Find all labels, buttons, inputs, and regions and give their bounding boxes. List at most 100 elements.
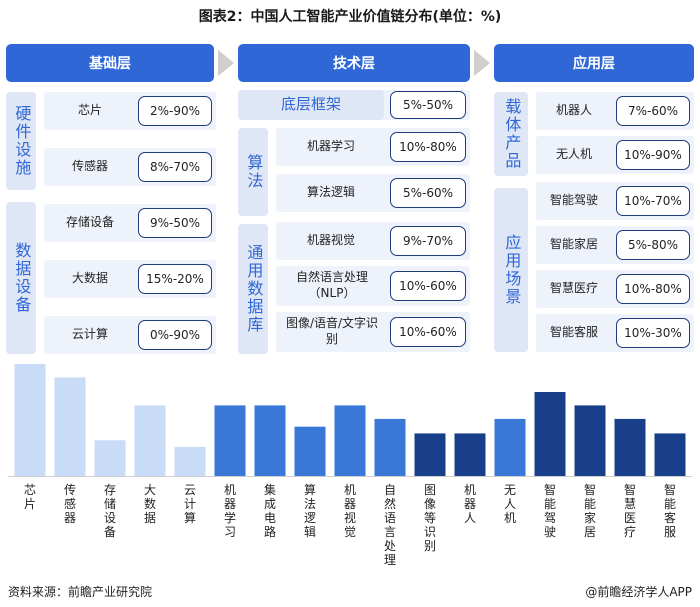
range-badge: 10%-60% xyxy=(390,271,466,301)
list-item: 传感器 8%-70% xyxy=(44,148,216,186)
item-label: 算法逻辑 xyxy=(306,185,355,200)
group-application-scenarios: 应用场景 xyxy=(494,188,528,352)
bar-16 xyxy=(654,433,686,476)
chart-baseline xyxy=(8,476,692,477)
item-label: 大数据 xyxy=(71,271,108,286)
header-tech: 技术层 xyxy=(238,44,470,82)
item-label: 机器人 xyxy=(555,103,592,118)
x-tick-label-13: 智能驾驶 xyxy=(544,482,556,539)
bar-13 xyxy=(534,392,566,476)
range-badge: 10%-80% xyxy=(616,274,690,304)
range-badge: 5%-60% xyxy=(390,178,466,208)
bar-12 xyxy=(494,418,526,476)
x-tick-label-3: 大数据 xyxy=(144,483,156,525)
range-badge: 10%-90% xyxy=(616,140,690,170)
x-tick-label-9: 自然语言处理 xyxy=(384,483,396,567)
bar-2 xyxy=(94,440,126,476)
list-item: 无人机 10%-90% xyxy=(536,136,694,174)
bar-5 xyxy=(214,405,246,476)
group-carrier-products: 载体产品 xyxy=(494,92,528,176)
x-tick-label-10: 图像等识别 xyxy=(424,483,436,553)
bar-3 xyxy=(134,405,166,476)
list-item: 智能家居 5%-80% xyxy=(536,226,694,264)
x-tick-label-6: 集成电路 xyxy=(264,482,276,539)
list-item: 图像/语音/文字识别 10%-60% xyxy=(276,312,470,352)
bar-6 xyxy=(254,405,286,476)
x-tick-label-7: 算法逻辑 xyxy=(304,482,316,539)
item-label: 图像/语音/文字识别 xyxy=(285,316,379,346)
range-badge: 10%-70% xyxy=(616,186,690,216)
range-badge: 10%-60% xyxy=(390,317,466,347)
item-label: 智能驾驶 xyxy=(549,193,598,208)
range-badge: 9%-50% xyxy=(138,208,212,238)
range-badge: 5%-50% xyxy=(390,91,466,119)
list-item: 机器学习 10%-80% xyxy=(276,128,470,166)
list-item: 芯片 2%-90% xyxy=(44,92,216,130)
group-hardware: 硬件设施 xyxy=(6,92,36,190)
bar-14 xyxy=(574,405,606,476)
range-badge: 10%-30% xyxy=(616,318,690,348)
x-tick-label-8: 机器视觉 xyxy=(344,483,356,539)
list-item: 机器人 7%-60% xyxy=(536,92,694,130)
x-tick-label-1: 传感器 xyxy=(64,482,76,525)
list-item: 存储设备 9%-50% xyxy=(44,204,216,242)
range-badge: 5%-80% xyxy=(616,230,690,260)
bar-8 xyxy=(334,405,366,476)
x-tick-label-15: 智慧医疗 xyxy=(624,482,636,539)
list-item: 云计算 0%-90% xyxy=(44,316,216,354)
group-framework: 底层框架 xyxy=(238,90,384,120)
bar-7 xyxy=(294,426,326,476)
x-tick-label-12: 无人机 xyxy=(504,483,516,525)
x-tick-label-2: 存储设备 xyxy=(104,483,116,539)
item-label: 智能客服 xyxy=(549,325,598,340)
item-label: 机器视觉 xyxy=(306,233,355,248)
x-tick-label-0: 芯片 xyxy=(24,483,36,511)
range-badge: 10%-80% xyxy=(390,132,466,162)
bar-4 xyxy=(174,446,206,476)
list-item: 底层框架 5%-50% xyxy=(238,90,470,120)
arrow-right-icon xyxy=(474,50,490,76)
bar-1 xyxy=(54,377,86,476)
item-label: 存储设备 xyxy=(65,215,114,230)
list-item: 智能客服 10%-30% xyxy=(536,314,694,352)
item-label: 芯片 xyxy=(77,103,102,118)
header-app: 应用层 xyxy=(494,44,694,82)
bar-10 xyxy=(414,433,446,476)
x-tick-label-16: 智能客服 xyxy=(664,482,676,539)
group-algorithm: 算法 xyxy=(238,128,268,216)
range-badge: 0%-90% xyxy=(138,320,212,350)
list-item: 自然语言处理（NLP） 10%-60% xyxy=(276,266,470,306)
brand-label: @前瞻经济学人APP xyxy=(585,585,692,599)
range-badge: 2%-90% xyxy=(138,96,212,126)
list-item: 大数据 15%-20% xyxy=(44,260,216,298)
x-tick-label-11: 机器人 xyxy=(464,483,476,525)
group-data-devices: 数据设备 xyxy=(6,202,36,354)
page-title: 图表2：中国人工智能产业价值链分布(单位：%) xyxy=(198,9,502,25)
range-badge: 15%-20% xyxy=(138,264,212,294)
bar-11 xyxy=(454,433,486,476)
range-badge: 8%-70% xyxy=(138,152,212,182)
group-general-database: 通用数据库 xyxy=(238,224,268,354)
source-note: 资料来源：前瞻产业研究院 xyxy=(8,585,153,599)
list-item: 智慧医疗 10%-80% xyxy=(536,270,694,308)
arrow-right-icon xyxy=(218,50,234,76)
header-basic: 基础层 xyxy=(6,44,214,82)
bar-0 xyxy=(14,364,46,476)
item-label: 智慧医疗 xyxy=(549,281,598,296)
item-label: 云计算 xyxy=(71,327,108,342)
x-tick-label-5: 机器学习 xyxy=(224,483,236,539)
range-badge: 9%-70% xyxy=(390,226,466,256)
x-tick-label-4: 云计算 xyxy=(184,483,196,525)
item-label: 传感器 xyxy=(71,159,108,174)
range-badge: 7%-60% xyxy=(616,96,690,126)
item-label: 无人机 xyxy=(555,147,592,162)
item-label: 机器学习 xyxy=(306,139,355,154)
bar-9 xyxy=(374,418,406,476)
list-item: 算法逻辑 5%-60% xyxy=(276,174,470,212)
bar-15 xyxy=(614,418,646,476)
list-item: 机器视觉 9%-70% xyxy=(276,222,470,260)
item-label: 智能家居 xyxy=(549,237,598,252)
item-label: 自然语言处理（NLP） xyxy=(295,270,368,300)
list-item: 智能驾驶 10%-70% xyxy=(536,182,694,220)
